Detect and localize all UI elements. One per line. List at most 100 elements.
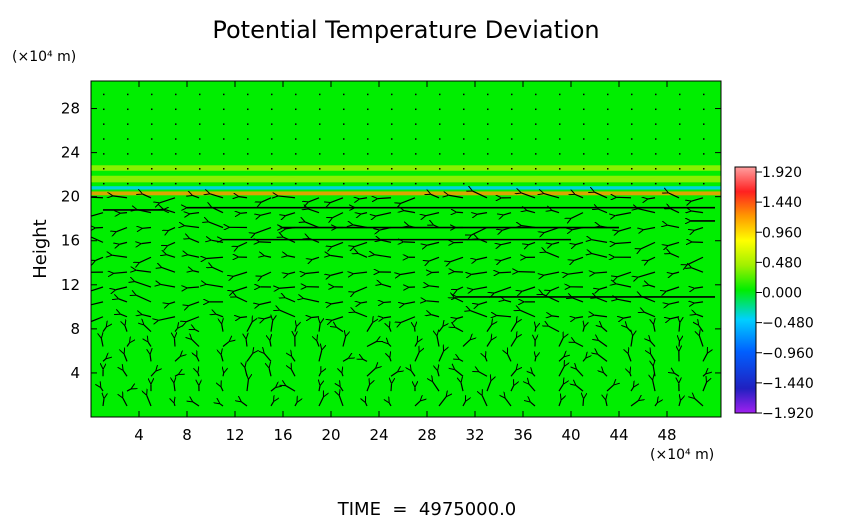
vector-dot xyxy=(247,123,249,125)
wind-vector xyxy=(303,298,320,303)
colorbar-label: −1.440 xyxy=(762,376,814,392)
vector-dot xyxy=(679,93,681,96)
vector-dot xyxy=(607,182,609,185)
vector-dot xyxy=(175,93,177,96)
wind-vector xyxy=(259,301,272,305)
vector-dot xyxy=(415,108,417,111)
vector-dot xyxy=(655,123,657,125)
wind-vector xyxy=(167,255,176,258)
wind-vector xyxy=(221,387,224,392)
wind-vector xyxy=(666,286,680,291)
vector-dot xyxy=(559,168,561,170)
vector-dot xyxy=(199,168,201,170)
wind-vector xyxy=(426,212,440,216)
wind-vector xyxy=(618,299,632,303)
vector-dot xyxy=(535,138,537,140)
wind-vector xyxy=(280,310,296,318)
wind-vector xyxy=(222,324,223,332)
vector-dot xyxy=(583,123,585,125)
wind-vector xyxy=(148,342,152,347)
wind-vector xyxy=(234,271,248,276)
vector-dot xyxy=(343,108,345,111)
wind-vector xyxy=(527,211,536,214)
wind-vector xyxy=(206,257,224,258)
wind-vector xyxy=(340,387,344,392)
vector-dot xyxy=(271,123,273,125)
x-tick-label: 48 xyxy=(657,426,676,444)
colorbar: 1.920 1.440 0.960 0.480 0.000 −0.480 −0.960 −1.… xyxy=(734,165,814,422)
wind-vector xyxy=(510,323,516,332)
wind-vector xyxy=(195,330,200,333)
vector-dot xyxy=(607,153,609,155)
wind-vector xyxy=(522,286,536,291)
wind-vector xyxy=(679,323,680,332)
vector-dot xyxy=(487,153,489,155)
wind-vector xyxy=(573,298,584,303)
wind-vector xyxy=(142,228,152,229)
vector-dot xyxy=(583,108,585,111)
vector-dot xyxy=(247,182,249,185)
x-tick-label: 24 xyxy=(369,426,388,444)
vector-dot xyxy=(127,93,129,96)
vector-dot xyxy=(175,168,177,170)
wind-vector xyxy=(336,327,344,333)
wind-vector xyxy=(384,317,392,318)
wind-vector xyxy=(668,225,680,229)
wind-vector xyxy=(102,359,106,362)
vector-dot xyxy=(415,93,417,96)
wind-vector xyxy=(318,397,323,407)
vector-dot xyxy=(631,168,633,170)
wind-vector xyxy=(112,255,128,258)
wind-vector xyxy=(619,226,632,232)
chart-title: Potential Temperature Deviation xyxy=(212,16,599,44)
vector-dot xyxy=(271,153,273,155)
wind-vector xyxy=(497,316,512,317)
wind-vector xyxy=(544,271,560,275)
wind-vector xyxy=(552,316,560,317)
wind-vector xyxy=(574,256,584,260)
vector-dot xyxy=(679,123,681,125)
wind-vector xyxy=(671,209,680,214)
wind-vector xyxy=(615,212,632,216)
vector-dot xyxy=(607,168,609,170)
wind-vector xyxy=(649,285,656,288)
vector-dot xyxy=(103,93,105,96)
wind-vector xyxy=(702,374,706,377)
wind-vector xyxy=(91,301,104,305)
wind-vector xyxy=(366,323,373,332)
vector-dot xyxy=(415,182,417,185)
vector-dot xyxy=(103,168,105,170)
wind-vector xyxy=(520,310,536,318)
wind-vector xyxy=(361,302,368,303)
x-tick-label: 8 xyxy=(182,426,192,444)
wind-vector xyxy=(695,287,704,288)
vector-dot xyxy=(295,138,297,140)
vector-dot xyxy=(415,168,417,170)
vector-dot xyxy=(535,153,537,155)
wind-vector xyxy=(292,356,296,362)
vector-dot xyxy=(391,138,393,140)
wind-vector xyxy=(294,327,296,332)
vector-dot xyxy=(607,138,609,140)
vector-dot xyxy=(151,123,153,125)
wind-vector xyxy=(312,317,320,318)
wind-vector xyxy=(691,197,704,201)
vector-dot xyxy=(295,93,297,96)
vector-dot xyxy=(199,123,201,125)
wind-vector xyxy=(91,286,104,292)
vector-dot xyxy=(487,138,489,140)
vector-dot xyxy=(583,153,585,155)
colorbar-gradient xyxy=(734,166,757,414)
vector-dot xyxy=(391,153,393,155)
vector-dot xyxy=(535,123,537,125)
wind-vector xyxy=(378,198,392,199)
wind-vector xyxy=(390,358,392,362)
wind-vector xyxy=(433,382,440,392)
wind-vector xyxy=(449,195,464,199)
wind-vector xyxy=(103,399,104,407)
wind-vector xyxy=(535,358,536,362)
wind-vector xyxy=(482,396,488,407)
vector-dot xyxy=(319,93,321,96)
colorbar-label: 0.000 xyxy=(762,286,802,302)
wind-vector xyxy=(650,341,656,347)
